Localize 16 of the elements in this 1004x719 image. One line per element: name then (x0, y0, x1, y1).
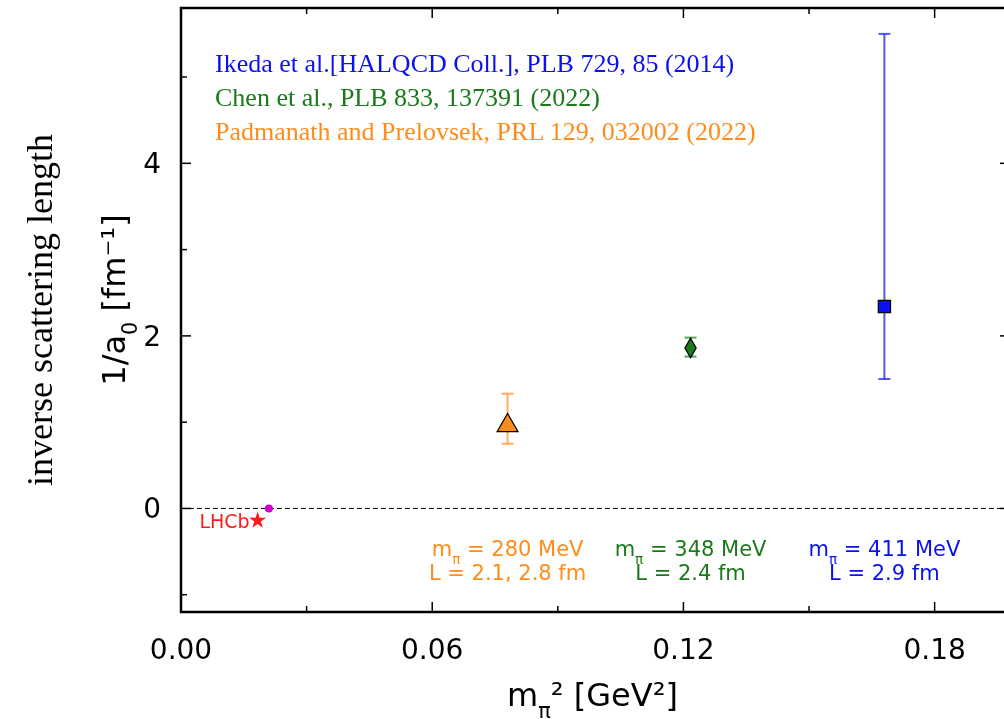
x-tick-label: 0.00 (149, 633, 213, 666)
x-tick-label: 0.12 (652, 633, 715, 666)
y-tick-label: 4 (143, 147, 161, 181)
legend-label: Ikeda et al.[HALQCD Coll.], PLB 729, 85 (2014) (215, 49, 735, 78)
text: Padmanath and Prelovsek, PRL 129, 032002 (2022) (215, 117, 756, 146)
x-axis-title: m$_{π}$² [GeV²] (507, 676, 678, 719)
point (249, 511, 267, 528)
y-tick-label: 2 (143, 319, 161, 353)
x-tick-label: 0.18 (903, 633, 966, 666)
point (264, 504, 273, 513)
text: Chen et al., PLB 833, 137391 (2022) (215, 83, 600, 112)
x-tick-label: 0.06 (401, 633, 464, 666)
point (877, 299, 892, 314)
y-tick-label: 0 (143, 492, 161, 526)
text: inverse scattering length (20, 134, 60, 486)
series-label: LHCb (199, 509, 250, 532)
